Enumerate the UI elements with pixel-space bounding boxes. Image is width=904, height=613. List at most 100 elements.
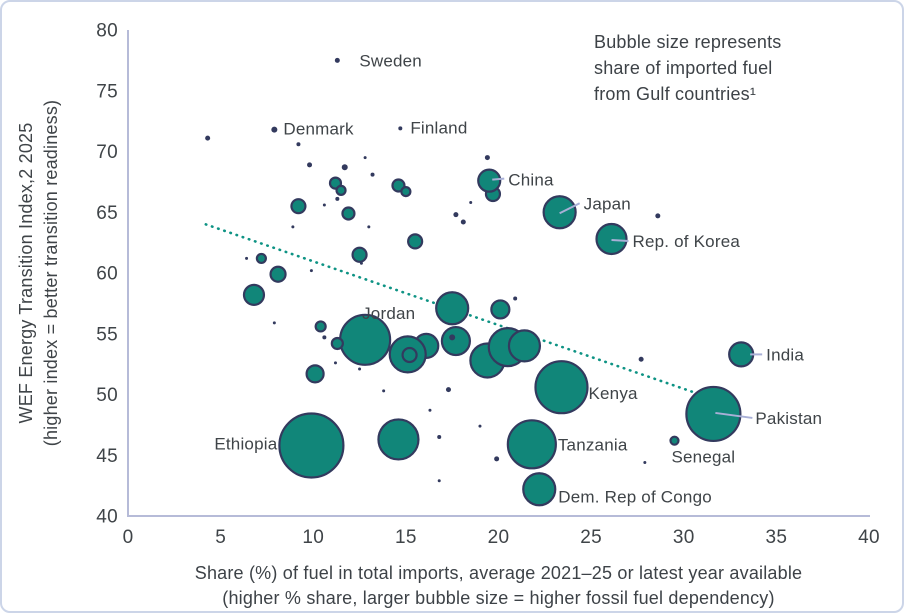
dot — [428, 408, 432, 412]
dot — [245, 256, 249, 260]
bubble — [290, 198, 307, 215]
x-tick-label-5: 5 — [215, 527, 226, 548]
y-tick-label-45: 45 — [96, 446, 118, 467]
note-line-3: from Gulf countries¹ — [594, 84, 757, 104]
dot — [335, 196, 340, 201]
x-axis-title-line1: Share (%) of fuel in total imports, aver… — [194, 563, 803, 583]
dot — [359, 261, 363, 265]
y-tick-label-50: 50 — [96, 385, 118, 406]
dot — [437, 479, 441, 483]
dot — [307, 162, 313, 168]
country-label-tanzania: Tanzania — [558, 435, 628, 454]
country-label-kenya: Kenya — [588, 384, 638, 403]
bubble — [255, 252, 267, 265]
bubble-china — [477, 168, 502, 193]
dot — [341, 164, 348, 171]
x-tick-label-0: 0 — [123, 527, 134, 548]
bubble — [314, 320, 327, 333]
dot — [358, 367, 362, 371]
bubble — [400, 185, 412, 198]
dot — [437, 435, 442, 440]
x-axis-title: Share (%) of fuel in total imports, aver… — [128, 561, 869, 611]
country-label-denmark: Denmark — [283, 120, 354, 139]
country-label-rep-of-korea: Rep. of Korea — [633, 232, 741, 251]
bubble — [507, 329, 542, 363]
dot — [494, 456, 500, 462]
dot — [205, 135, 211, 141]
dot — [449, 334, 456, 341]
dot — [643, 461, 647, 465]
country-label-india: India — [766, 345, 804, 364]
y-tick-label-40: 40 — [96, 507, 118, 528]
country-label-senegal: Senegal — [671, 448, 735, 467]
x-tick-label-15: 15 — [395, 527, 417, 548]
bubble-senegal — [669, 435, 680, 446]
y-tick-label-65: 65 — [96, 203, 118, 224]
bubble-ethiopia — [278, 412, 345, 479]
dot — [469, 201, 473, 205]
dot — [453, 212, 459, 218]
bubble — [335, 184, 347, 196]
bubble — [330, 336, 344, 351]
country-label-jordan: Jordan — [362, 304, 415, 323]
x-tick-label-25: 25 — [580, 527, 602, 548]
dot — [382, 389, 386, 393]
note-line-2: share of imported fuel — [594, 58, 773, 78]
dot — [478, 424, 482, 428]
y-tick-label-75: 75 — [96, 81, 118, 102]
leader-line-japan — [559, 202, 581, 215]
bubble — [242, 283, 266, 306]
x-axis-title-line2: (higher % share, larger bubble size = hi… — [222, 588, 775, 608]
note-line-1: Bubble size represents — [594, 32, 782, 52]
country-label-ethiopia: Ethiopia — [214, 435, 277, 454]
leader-line-pakistan — [715, 411, 753, 419]
y-tick-label-80: 80 — [96, 21, 118, 42]
bubble — [377, 418, 420, 461]
bubble-tanzania — [506, 419, 557, 470]
bubble-dem-rep-of-congo — [522, 472, 557, 507]
dot — [333, 361, 337, 365]
bubble — [269, 265, 287, 283]
dot — [445, 387, 451, 393]
dot — [460, 219, 466, 225]
country-label-sweden: Sweden — [359, 51, 422, 70]
country-label-dem-rep-of-congo: Dem. Rep of Congo — [558, 487, 712, 506]
bubble-rep-of-korea — [595, 222, 628, 256]
dot — [296, 142, 301, 147]
bubble — [401, 346, 418, 364]
bubble — [490, 299, 511, 320]
bubble — [440, 325, 471, 357]
x-tick-label-40: 40 — [858, 527, 880, 548]
y-axis-title-line2: (higher index = better transition readin… — [41, 100, 61, 447]
bubble — [435, 291, 470, 326]
y-tick-label-70: 70 — [96, 142, 118, 163]
dot — [291, 225, 295, 229]
country-label-china: China — [508, 171, 554, 190]
country-label-finland: Finland — [410, 118, 467, 137]
dot — [638, 356, 644, 362]
dot — [370, 172, 375, 177]
y-tick-label-55: 55 — [96, 324, 118, 345]
dot — [322, 203, 326, 207]
bubble — [341, 206, 356, 221]
bubble-denmark — [271, 126, 278, 133]
bubble — [351, 246, 368, 263]
bubble-finland — [398, 126, 403, 131]
x-tick-label-10: 10 — [302, 527, 324, 548]
country-label-japan: Japan — [584, 194, 631, 213]
dot — [484, 155, 490, 161]
dot — [272, 321, 276, 325]
leader-line-rep-of-korea — [611, 238, 629, 242]
bubble-pakistan — [685, 385, 742, 443]
y-tick-label-60: 60 — [96, 264, 118, 285]
y-axis-title-line1: WEF Energy Transition Index,2 2025 — [16, 123, 36, 424]
bubble-sweden — [334, 57, 340, 63]
country-label-pakistan: Pakistan — [755, 409, 822, 428]
bubble — [305, 364, 325, 384]
dot — [655, 213, 661, 219]
dot — [513, 296, 518, 301]
dot — [367, 225, 371, 229]
dot — [363, 156, 367, 160]
